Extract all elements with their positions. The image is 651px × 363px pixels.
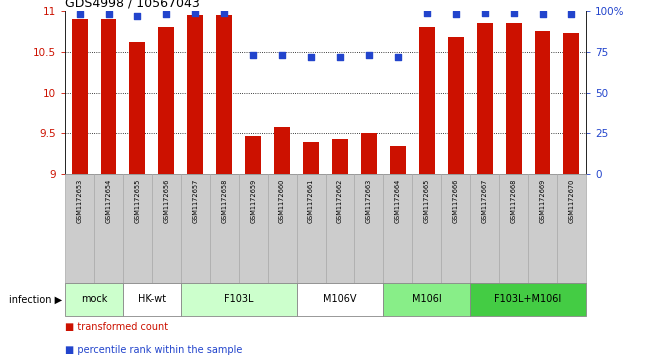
Text: M106V: M106V [323, 294, 357, 305]
Bar [181, 174, 210, 283]
Bar [152, 174, 181, 283]
Text: ■ transformed count: ■ transformed count [65, 322, 168, 332]
Bar [354, 174, 383, 283]
Bar [557, 174, 586, 283]
Bar [65, 174, 94, 283]
Text: HK-wt: HK-wt [138, 294, 166, 305]
Text: GSM1172659: GSM1172659 [250, 179, 256, 223]
Bar [297, 283, 383, 316]
Text: F103L+M106I: F103L+M106I [494, 294, 562, 305]
Text: F103L: F103L [224, 294, 253, 305]
Point [219, 9, 229, 15]
Point [566, 11, 577, 17]
Bar [268, 174, 297, 283]
Text: GSM1172669: GSM1172669 [540, 179, 546, 223]
Bar [123, 283, 181, 316]
Bar [65, 283, 123, 316]
Bar [239, 174, 268, 283]
Text: ■ percentile rank within the sample: ■ percentile rank within the sample [65, 345, 242, 355]
Point [537, 11, 547, 17]
Text: GSM1172666: GSM1172666 [452, 179, 459, 223]
Bar [216, 15, 232, 174]
Bar [158, 27, 174, 174]
Bar [326, 174, 354, 283]
Point [450, 11, 461, 17]
Text: GSM1172656: GSM1172656 [163, 179, 169, 223]
Bar [390, 146, 406, 174]
Point [306, 54, 316, 60]
Text: mock: mock [81, 294, 107, 305]
Bar [477, 23, 493, 174]
Text: GSM1172657: GSM1172657 [192, 179, 199, 223]
Bar [361, 133, 377, 174]
Text: GSM1172658: GSM1172658 [221, 179, 227, 223]
Text: GSM1172655: GSM1172655 [135, 179, 141, 223]
Bar [383, 174, 412, 283]
Text: GSM1172661: GSM1172661 [308, 179, 314, 223]
Bar [470, 283, 586, 316]
Point [422, 9, 432, 15]
Bar [470, 174, 499, 283]
Text: GSM1172664: GSM1172664 [395, 179, 401, 223]
Text: GSM1172653: GSM1172653 [77, 179, 83, 223]
Point [161, 11, 172, 17]
Point [393, 54, 403, 60]
Bar [72, 19, 87, 174]
Text: GSM1172663: GSM1172663 [366, 179, 372, 223]
Point [74, 11, 85, 17]
Bar [123, 174, 152, 283]
Bar [499, 174, 528, 283]
Text: GSM1172670: GSM1172670 [568, 179, 574, 223]
Text: GSM1172660: GSM1172660 [279, 179, 285, 223]
Bar [94, 174, 123, 283]
Text: infection ▶: infection ▶ [8, 294, 62, 305]
Point [190, 9, 201, 15]
Text: GSM1172654: GSM1172654 [105, 179, 111, 223]
Point [248, 52, 258, 58]
Bar [181, 283, 297, 316]
Point [364, 52, 374, 58]
Point [277, 52, 287, 58]
Bar [506, 23, 521, 174]
Bar [448, 37, 464, 174]
Text: GSM1172668: GSM1172668 [510, 179, 516, 223]
Point [479, 9, 490, 15]
Bar [210, 174, 239, 283]
Point [104, 11, 114, 17]
Bar [534, 31, 551, 174]
Bar [274, 127, 290, 174]
Text: GSM1172662: GSM1172662 [337, 179, 343, 223]
Bar [100, 19, 117, 174]
Bar [130, 42, 145, 174]
Text: GSM1172667: GSM1172667 [482, 179, 488, 223]
Bar [528, 174, 557, 283]
Bar [383, 283, 470, 316]
Bar [412, 174, 441, 283]
Text: GDS4998 / 10567043: GDS4998 / 10567043 [65, 0, 200, 10]
Point [132, 13, 143, 19]
Bar [441, 174, 470, 283]
Text: GSM1172665: GSM1172665 [424, 179, 430, 223]
Text: M106I: M106I [412, 294, 441, 305]
Point [335, 54, 345, 60]
Bar [564, 33, 579, 174]
Bar [303, 142, 319, 174]
Bar [187, 15, 203, 174]
Bar [419, 27, 435, 174]
Bar [297, 174, 326, 283]
Bar [332, 139, 348, 174]
Point [508, 9, 519, 15]
Bar [245, 136, 261, 174]
